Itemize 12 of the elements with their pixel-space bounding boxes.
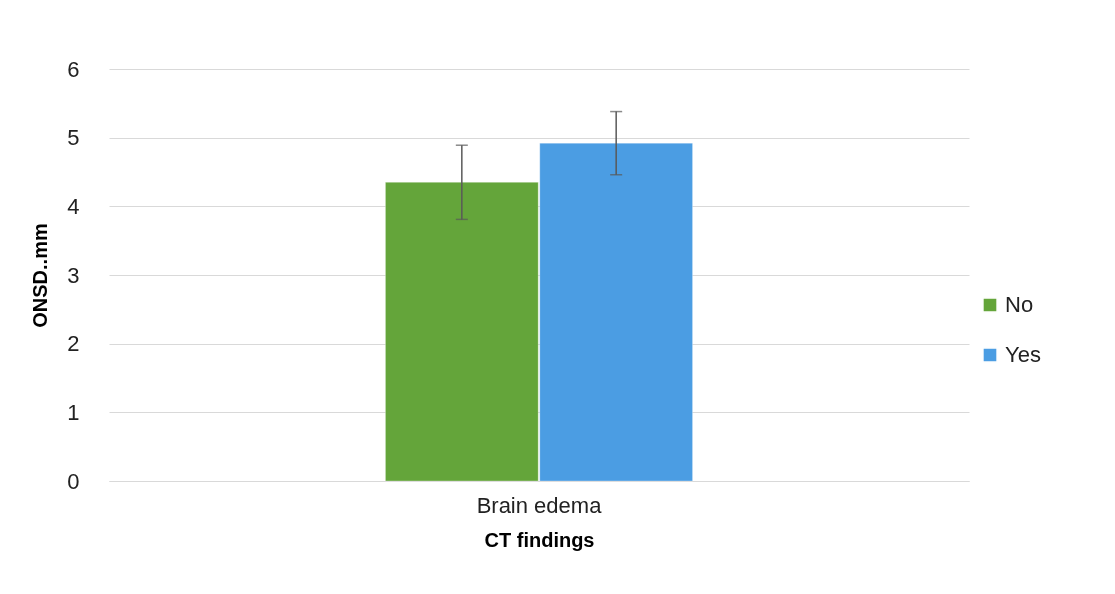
legend-label: Yes [1005, 342, 1041, 367]
y-tick-label: 2 [67, 331, 80, 357]
y-tick-label: 6 [67, 56, 80, 82]
y-tick-label: 3 [67, 262, 80, 288]
y-tick-label: 4 [67, 193, 80, 219]
y-axis-title: ONSD..mm [29, 223, 52, 328]
x-tick-label: Brain edema [476, 492, 603, 518]
y-tick-label: 5 [67, 125, 80, 151]
x-axis-title: CT findings [484, 528, 595, 551]
legend-label: No [1005, 292, 1034, 317]
y-tick-label: 0 [67, 468, 80, 494]
y-tick-label: 1 [67, 399, 80, 425]
